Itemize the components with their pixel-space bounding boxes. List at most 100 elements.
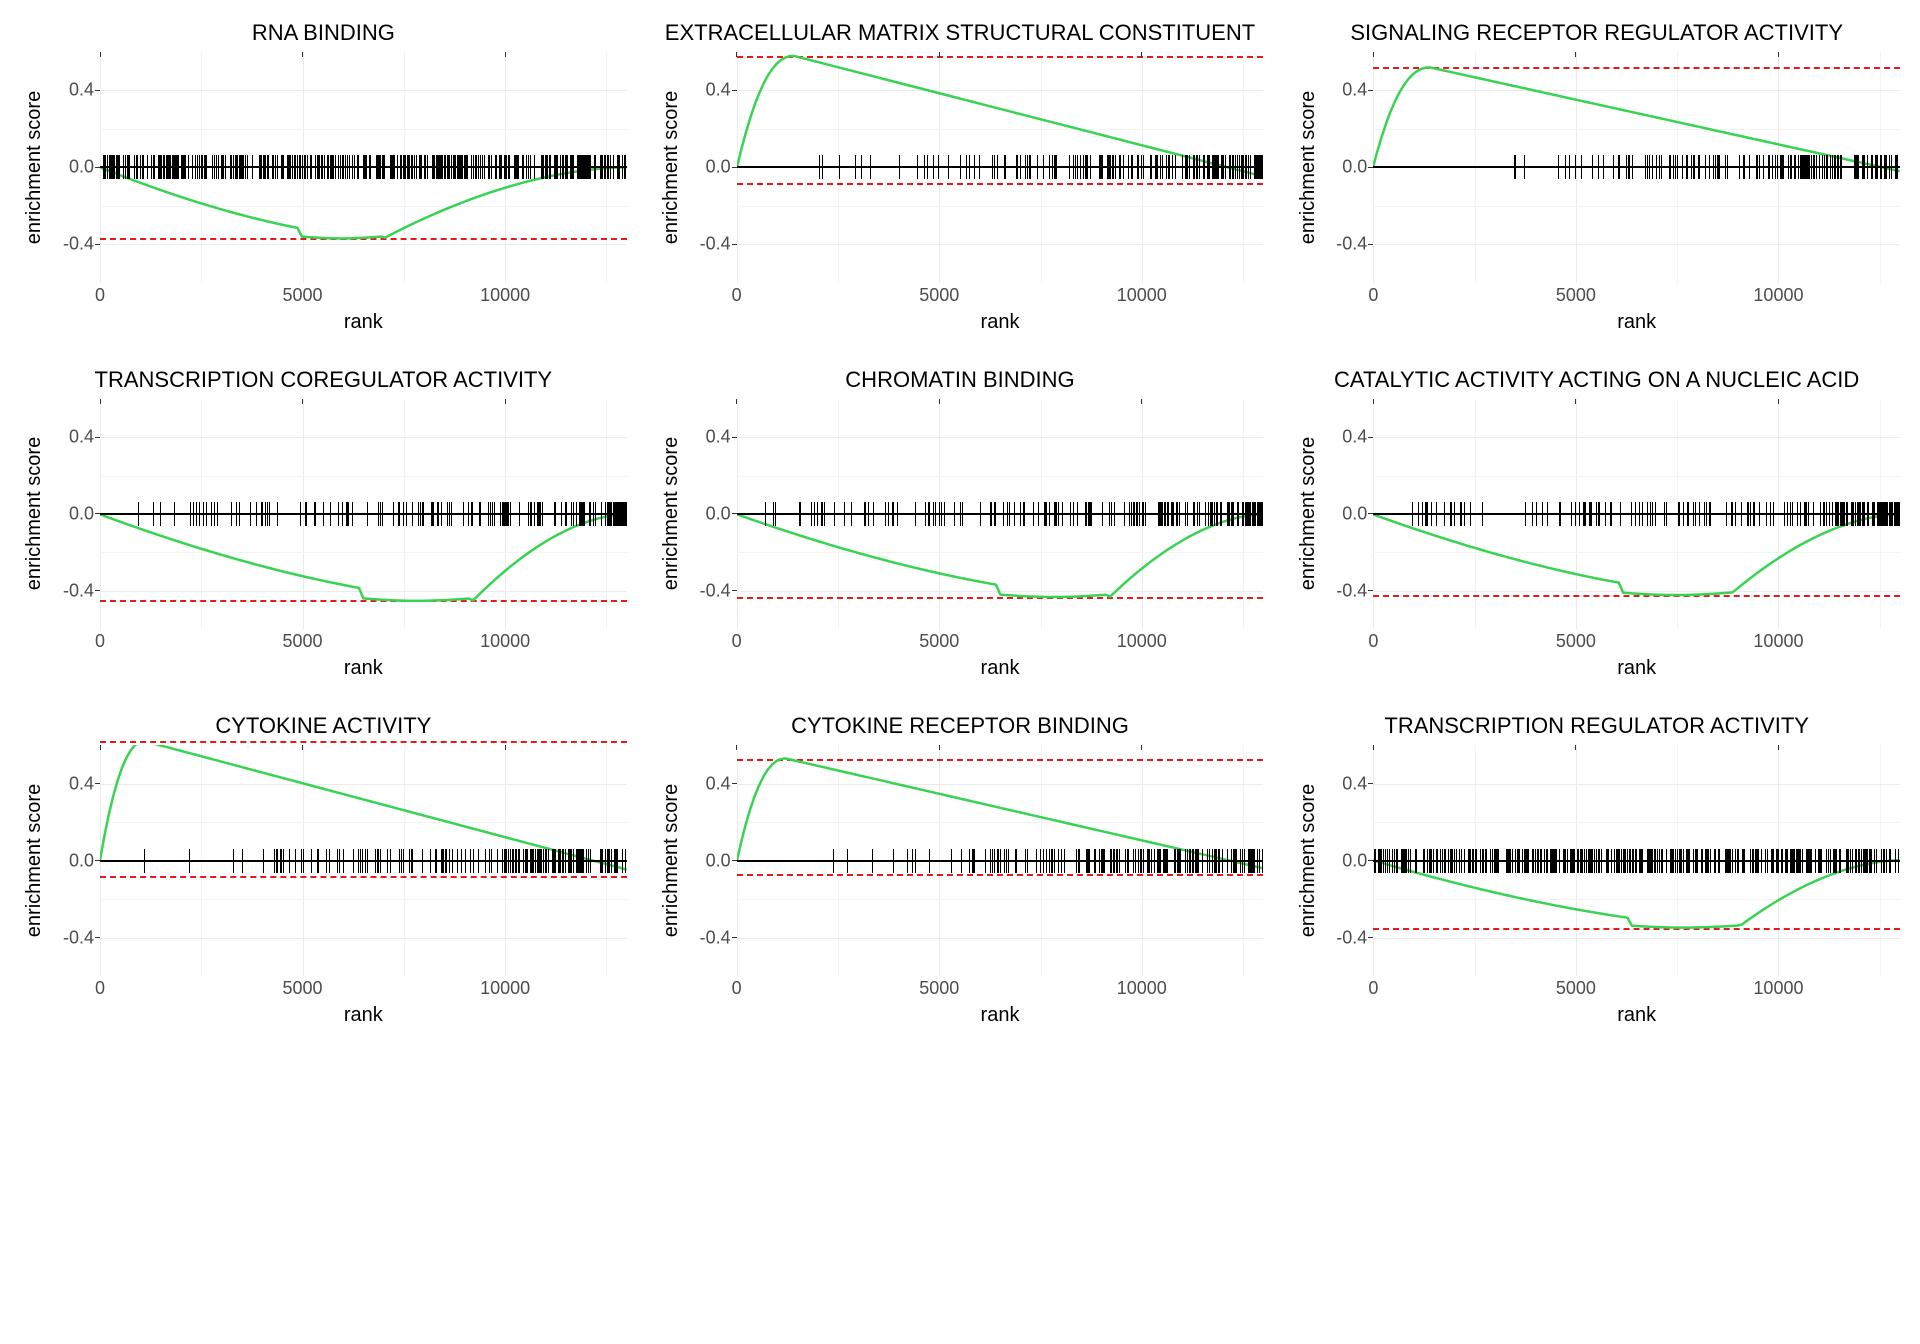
gene-rug (1373, 849, 1900, 873)
x-axis-label: rank (100, 657, 627, 683)
plot-area (100, 52, 627, 283)
y-tick-label: 0.0 (1342, 850, 1367, 871)
gene-rug (100, 155, 627, 179)
x-tick-label: 0 (732, 285, 742, 306)
y-tick-label: -0.4 (700, 234, 731, 255)
panel-title: CATALYTIC ACTIVITY ACTING ON A NUCLEIC A… (1293, 367, 1900, 393)
panel-title: SIGNALING RECEPTOR REGULATOR ACTIVITY (1293, 20, 1900, 46)
y-tick-label: -0.4 (700, 580, 731, 601)
panel-title: EXTRACELLULAR MATRIX STRUCTURAL CONSTITU… (657, 20, 1264, 46)
y-tick-label: 0.0 (1342, 157, 1367, 178)
x-axis-label: rank (1373, 311, 1900, 337)
plot-area (1373, 745, 1900, 976)
y-tick-label: 0.4 (706, 80, 731, 101)
y-tick-label: -0.4 (1336, 234, 1367, 255)
plot-area (1373, 52, 1900, 283)
x-axis-label: rank (737, 1004, 1264, 1030)
y-tick-label: -0.4 (63, 580, 94, 601)
gsea-panel: TRANSCRIPTION COREGULATOR ACTIVITY enrich… (20, 367, 627, 684)
x-tick-label: 10000 (1753, 631, 1803, 652)
x-tick-label: 0 (95, 631, 105, 652)
plot-area (1373, 399, 1900, 630)
gene-rug (737, 502, 1264, 526)
plot-area (100, 745, 627, 976)
gene-rug (737, 155, 1264, 179)
plot-area (100, 399, 627, 630)
x-tick-label: 10000 (1753, 285, 1803, 306)
x-tick-label: 5000 (919, 631, 959, 652)
x-tick-label: 10000 (480, 631, 530, 652)
x-tick-label: 0 (1368, 285, 1378, 306)
y-tick-label: -0.4 (63, 927, 94, 948)
x-axis-label: rank (1373, 657, 1900, 683)
x-tick-label: 10000 (1117, 631, 1167, 652)
x-tick-label: 5000 (283, 285, 323, 306)
y-tick-label: 0.0 (69, 503, 94, 524)
gsea-panel: EXTRACELLULAR MATRIX STRUCTURAL CONSTITU… (657, 20, 1264, 337)
y-tick-label: -0.4 (63, 234, 94, 255)
gsea-panel: CATALYTIC ACTIVITY ACTING ON A NUCLEIC A… (1293, 367, 1900, 684)
y-tick-label: 0.4 (706, 773, 731, 794)
x-tick-label: 0 (95, 978, 105, 999)
panel-title: TRANSCRIPTION COREGULATOR ACTIVITY (20, 367, 627, 393)
x-tick-label: 5000 (1556, 978, 1596, 999)
gsea-panel: TRANSCRIPTION REGULATOR ACTIVITY enrichme… (1293, 713, 1900, 1030)
x-tick-label: 10000 (480, 978, 530, 999)
y-tick-label: 0.4 (1342, 80, 1367, 101)
gsea-panel: CYTOKINE ACTIVITY enrichment score -0.4 0.0… (20, 713, 627, 1030)
y-tick-label: 0.4 (1342, 427, 1367, 448)
x-tick-label: 0 (95, 285, 105, 306)
y-tick-label: 0.0 (706, 503, 731, 524)
y-axis-label: enrichment score (1297, 784, 1320, 937)
panel-title: RNA BINDING (20, 20, 627, 46)
x-tick-label: 5000 (1556, 631, 1596, 652)
x-axis-label: rank (737, 311, 1264, 337)
y-tick-label: 0.4 (69, 773, 94, 794)
y-axis-label: enrichment score (660, 784, 683, 937)
gene-rug (1373, 155, 1900, 179)
gsea-panel: SIGNALING RECEPTOR REGULATOR ACTIVITY enr… (1293, 20, 1900, 337)
panel-title: TRANSCRIPTION REGULATOR ACTIVITY (1293, 713, 1900, 739)
plot-area (737, 745, 1264, 976)
x-axis-label: rank (1373, 1004, 1900, 1030)
x-tick-label: 0 (1368, 631, 1378, 652)
y-tick-label: 0.4 (69, 427, 94, 448)
gene-rug (1373, 502, 1900, 526)
panel-title: CHROMATIN BINDING (657, 367, 1264, 393)
panel-title: CYTOKINE ACTIVITY (20, 713, 627, 739)
y-axis-label: enrichment score (660, 91, 683, 244)
y-tick-label: 0.4 (69, 80, 94, 101)
x-tick-label: 5000 (283, 978, 323, 999)
y-axis-label: enrichment score (660, 437, 683, 590)
y-tick-label: -0.4 (1336, 580, 1367, 601)
x-axis-label: rank (100, 1004, 627, 1030)
y-tick-label: 0.4 (1342, 773, 1367, 794)
x-tick-label: 10000 (1117, 978, 1167, 999)
x-tick-label: 10000 (1117, 285, 1167, 306)
gene-rug (737, 849, 1264, 873)
y-axis-label: enrichment score (24, 437, 47, 590)
enrichment-grid: RNA BINDING enrichment score -0.4 0.0 0.4 0 50… (20, 20, 1900, 1030)
y-axis-label: enrichment score (24, 91, 47, 244)
gsea-panel: CYTOKINE RECEPTOR BINDINGenrichment scor… (657, 713, 1264, 1030)
x-tick-label: 5000 (283, 631, 323, 652)
y-axis-label: enrichment score (24, 784, 47, 937)
gsea-panel: RNA BINDINGenrichment score-0.40.00.4050… (20, 20, 627, 337)
x-tick-label: 0 (1368, 978, 1378, 999)
gene-rug (100, 502, 627, 526)
x-tick-label: 5000 (919, 978, 959, 999)
x-tick-label: 0 (732, 631, 742, 652)
threshold-line-upper (100, 741, 627, 743)
y-tick-label: 0.0 (706, 850, 731, 871)
y-tick-label: 0.0 (706, 157, 731, 178)
x-tick-label: 5000 (1556, 285, 1596, 306)
y-axis-label: enrichment score (1297, 91, 1320, 244)
y-tick-label: -0.4 (700, 927, 731, 948)
y-tick-label: 0.4 (706, 427, 731, 448)
x-axis-label: rank (737, 657, 1264, 683)
plot-area (737, 52, 1264, 283)
y-tick-label: 0.0 (1342, 503, 1367, 524)
x-axis-label: rank (100, 311, 627, 337)
y-tick-label: 0.0 (69, 850, 94, 871)
x-tick-label: 10000 (1753, 978, 1803, 999)
